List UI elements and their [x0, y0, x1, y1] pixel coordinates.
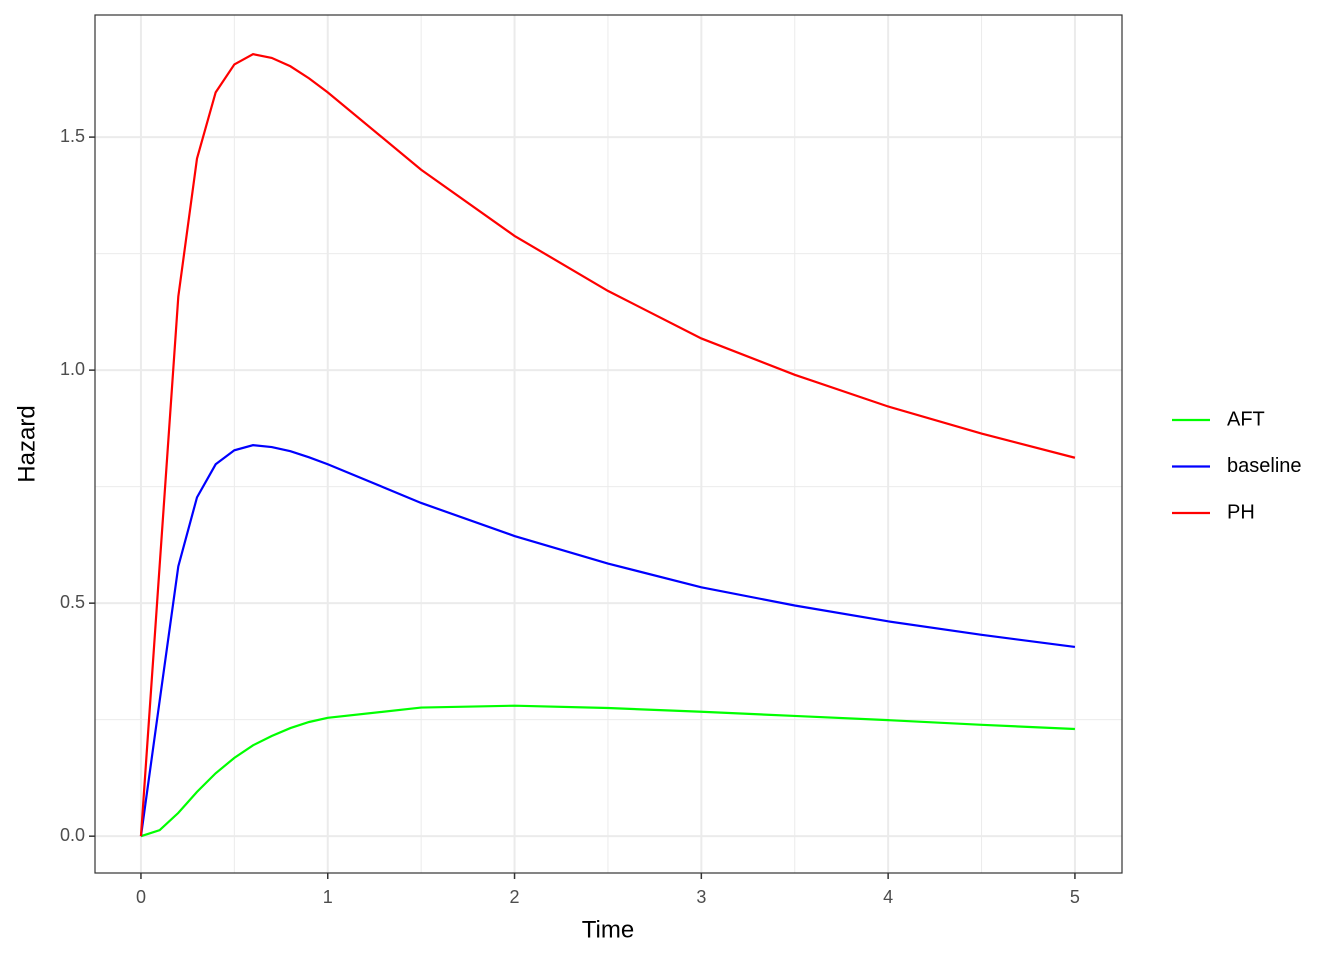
panel-border: [94, 14, 1123, 874]
legend-label: AFT: [1227, 408, 1265, 430]
x-tick-label: 0: [136, 887, 146, 907]
line: [139, 52, 1076, 837]
line: [140, 704, 1075, 838]
y-tick-label: 0.0: [60, 825, 85, 845]
x-tick-label: 3: [696, 887, 706, 907]
line: [139, 444, 1076, 837]
y-tick-label: 1.0: [60, 359, 85, 379]
x-tick-label: 2: [510, 887, 520, 907]
x-tick-label: 1: [323, 887, 333, 907]
y-axis-title: Hazard: [13, 405, 40, 482]
x-axis-title: Time: [582, 916, 634, 943]
legend-label: baseline: [1227, 455, 1302, 477]
y-tick-label: 1.5: [60, 126, 85, 146]
legend-label: PH: [1227, 501, 1255, 523]
panel: [95, 15, 1122, 873]
y-tick-label: 0.5: [60, 592, 85, 612]
x-tick-label: 5: [1070, 887, 1080, 907]
x-tick-label: 4: [883, 887, 893, 907]
